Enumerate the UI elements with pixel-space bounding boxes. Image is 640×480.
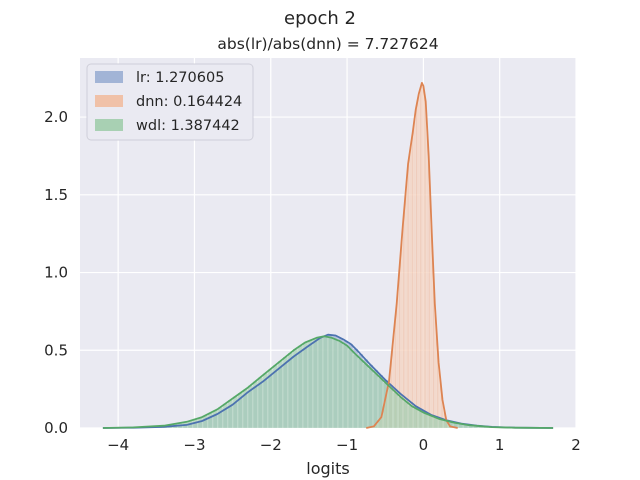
legend-label: dnn: 0.164424 bbox=[136, 94, 242, 110]
histogram-bar bbox=[367, 368, 374, 429]
x-tick-label: −4 bbox=[107, 436, 129, 454]
histogram-bar bbox=[277, 360, 284, 429]
histogram-bar bbox=[387, 387, 394, 429]
histogram-bar bbox=[287, 352, 294, 429]
histogram-bar bbox=[207, 412, 214, 429]
x-axis-ticks: −4 −3 −2 −1 0 1 2 bbox=[107, 436, 581, 454]
histogram-bars bbox=[107, 83, 544, 429]
histogram-bar bbox=[410, 142, 413, 429]
y-tick-label: 2.0 bbox=[44, 108, 68, 126]
histogram-bar bbox=[407, 159, 410, 429]
histogram-bar bbox=[212, 410, 219, 429]
histogram-bar bbox=[412, 408, 419, 429]
y-tick-label: 1.0 bbox=[44, 264, 68, 282]
histogram-bar bbox=[282, 356, 289, 429]
histogram-bar bbox=[307, 340, 314, 429]
histogram-bar bbox=[427, 148, 430, 429]
histogram-bar bbox=[302, 342, 309, 429]
histogram-bar bbox=[414, 113, 417, 429]
legend-label: lr: 1.270605 bbox=[136, 70, 224, 86]
histogram-bar bbox=[418, 92, 420, 429]
histogram-bar bbox=[362, 363, 369, 429]
histogram-bar bbox=[197, 417, 204, 429]
histogram-bar bbox=[342, 344, 349, 429]
histogram-bar bbox=[403, 202, 406, 429]
legend-label: wdl: 1.387442 bbox=[136, 118, 240, 134]
x-tick-label: 1 bbox=[495, 436, 505, 454]
histogram-bar bbox=[392, 392, 399, 429]
histogram-bar bbox=[347, 348, 354, 429]
kde-curves bbox=[102, 82, 554, 429]
histogram-bar bbox=[292, 348, 299, 429]
x-tick-label: 2 bbox=[571, 436, 581, 454]
legend-swatch bbox=[95, 119, 123, 131]
histogram-bar bbox=[407, 404, 414, 429]
y-tick-label: 1.5 bbox=[44, 186, 68, 204]
x-tick-label: −1 bbox=[336, 436, 358, 454]
histogram-bar bbox=[424, 101, 427, 429]
histogram-bar bbox=[420, 83, 423, 429]
histogram-bar bbox=[202, 415, 209, 429]
histogram-bar bbox=[397, 396, 404, 429]
legend: lr: 1.270605 dnn: 0.164424 wdl: 1.387442 bbox=[86, 63, 254, 141]
histogram-bar bbox=[267, 369, 274, 429]
histogram-bar bbox=[405, 187, 407, 429]
histogram-bar bbox=[357, 358, 364, 429]
x-tick-label: 0 bbox=[419, 436, 429, 454]
histogram-bar bbox=[419, 87, 422, 429]
chart-subtitle: abs(lr)/abs(dnn) = 7.727624 bbox=[217, 35, 438, 53]
x-tick-label: −3 bbox=[183, 436, 205, 454]
histogram-bar bbox=[422, 413, 429, 429]
histogram-bar bbox=[417, 98, 419, 429]
histogram-bar bbox=[427, 415, 434, 429]
histogram-bar bbox=[417, 410, 424, 429]
histogram-bar bbox=[428, 178, 431, 429]
histogram-bar bbox=[411, 133, 414, 429]
x-tick-label: −2 bbox=[260, 436, 282, 454]
histogram-bar bbox=[312, 338, 319, 429]
histogram-bar bbox=[415, 105, 418, 429]
histogram-bar bbox=[272, 364, 279, 429]
y-tick-label: 0.0 bbox=[44, 419, 68, 437]
histogram-bar bbox=[352, 353, 359, 429]
legend-swatch bbox=[95, 95, 123, 107]
kde-line bbox=[102, 335, 554, 429]
histogram-bar bbox=[402, 400, 409, 429]
legend-swatch bbox=[95, 71, 123, 83]
y-axis-ticks: 0.0 0.5 1.0 1.5 2.0 bbox=[44, 108, 68, 437]
histogram-bar bbox=[426, 124, 428, 429]
histogram-bar bbox=[332, 339, 339, 429]
chart-title: epoch 2 bbox=[284, 8, 356, 29]
histogram-bar bbox=[322, 336, 329, 429]
y-tick-label: 0.5 bbox=[44, 341, 68, 359]
kde-line bbox=[366, 82, 458, 429]
histogram-bar bbox=[297, 345, 304, 429]
legend-box bbox=[86, 63, 254, 141]
histogram-bar bbox=[409, 150, 411, 429]
histogram-bar bbox=[327, 337, 334, 429]
histogram-bar bbox=[413, 123, 415, 429]
histogram-bar bbox=[372, 373, 379, 429]
histogram-bar bbox=[337, 341, 344, 429]
histogram-bar bbox=[423, 92, 426, 429]
x-axis-label: logits bbox=[306, 459, 349, 478]
histogram-bar bbox=[422, 85, 424, 429]
histogram-bar bbox=[406, 172, 409, 429]
histogram-bar bbox=[317, 336, 324, 429]
